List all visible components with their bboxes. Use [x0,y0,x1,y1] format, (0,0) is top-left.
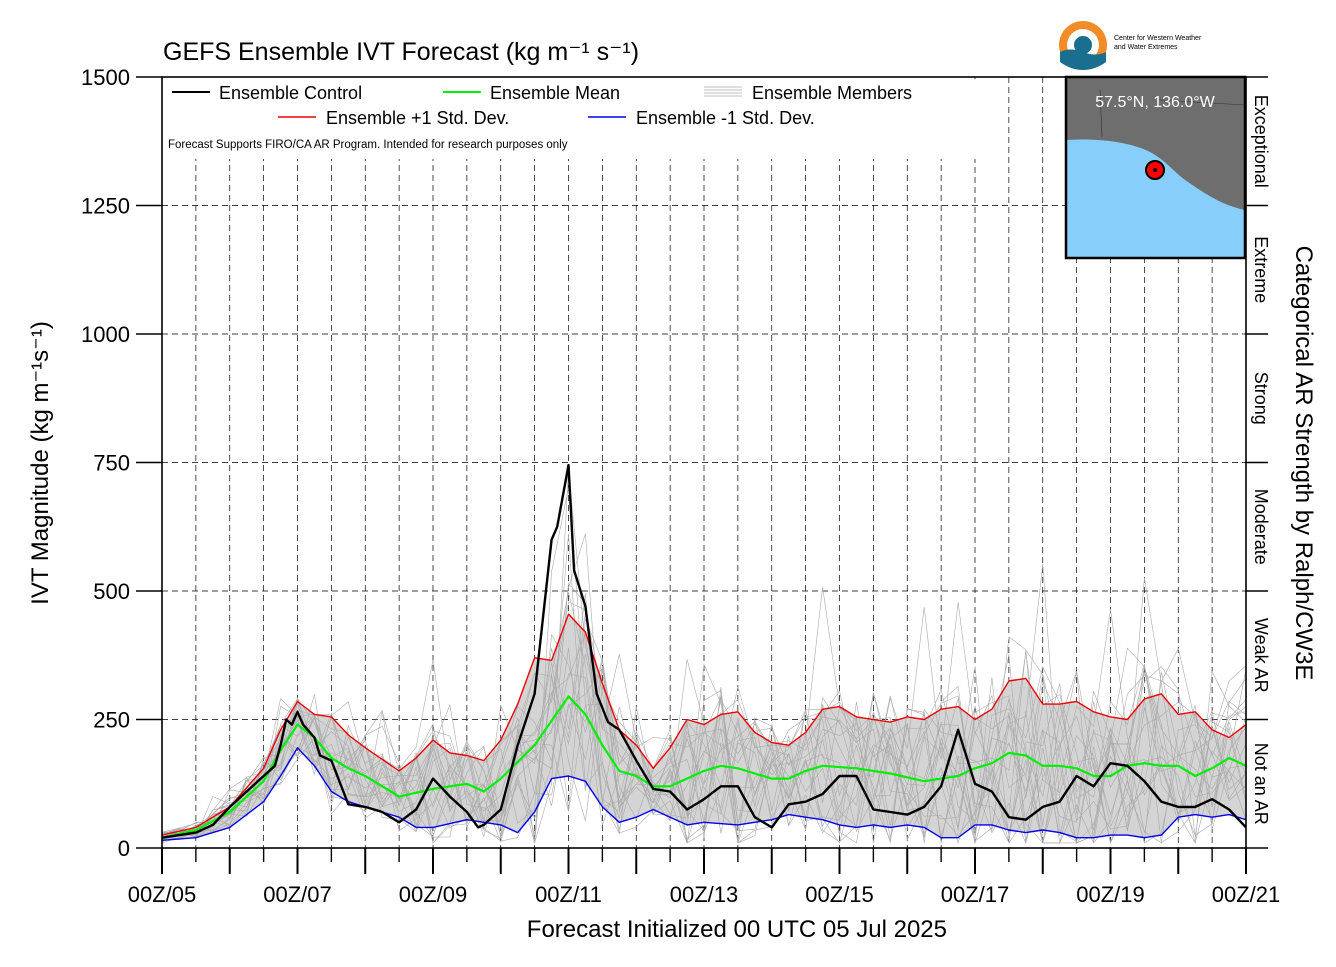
member-line [162,666,1246,839]
legend-label-plus-std: Ensemble +1 Std. Dev. [326,108,509,128]
minus-std-line [162,747,1246,841]
grid-lines [162,77,1246,848]
x-tick-label: 00Z/11 [535,882,602,907]
control-line [162,463,1246,839]
category-label: Exceptional [1251,95,1271,188]
legend-label-control: Ensemble Control [219,83,362,103]
x-tick-label: 00Z/05 [128,882,197,907]
location-marker-dot-icon [1153,168,1157,172]
member-line [162,586,1246,844]
member-line [162,593,1246,844]
x-tick-label: 00Z/13 [670,882,739,907]
plus-std-line [162,613,1246,836]
category-label: Strong [1251,372,1271,425]
logo-drop-icon [1074,36,1092,54]
category-axis: Not an AR Weak AR Moderate Strong Extreme Exc… [1246,76,1271,849]
member-line [162,662,1246,844]
x-axis: 00Z/05 00Z/07 00Z/09 00Z/11 00Z/13 00Z/15 00Z/… [128,848,1281,907]
y-axis-label: IVT Magnitude (kg m⁻¹s⁻¹) [27,321,54,605]
category-label: Not an AR [1251,743,1271,825]
x-tick-label: 00Z/07 [263,882,332,907]
series-lines [162,463,1246,841]
category-label: Moderate [1251,489,1271,565]
legend-label-minus-std: Ensemble -1 Std. Dev. [636,108,815,128]
legend-label-members: Ensemble Members [752,83,912,103]
inset-map-frame [1064,75,1247,260]
logo-water-icon [1060,49,1106,70]
x-tick-label: 00Z/15 [805,882,874,907]
x-tick-label: 00Z/19 [1076,882,1145,907]
logo-text-line2: and Water Extremes [1114,44,1178,51]
member-line [162,659,1246,844]
member-line [162,487,1246,844]
inset-map-ocean [1066,139,1245,258]
y-tick-label: 1000 [81,322,130,347]
member-line [162,633,1246,844]
x-tick-label: 00Z/17 [941,882,1010,907]
x-tick-label: 00Z/09 [399,882,468,907]
chart-title: GEFS Ensemble IVT Forecast (kg m⁻¹ s⁻¹) [163,38,639,66]
category-label: Weak AR [1251,618,1271,693]
x-tick-label: 00Z/21 [1212,882,1281,907]
y-tick-label: 500 [93,579,130,604]
member-line [162,658,1246,844]
legend-swatch-members [704,86,742,97]
y-tick-label: 0 [118,836,130,861]
member-line [162,577,1246,844]
member-line [162,601,1246,844]
y-axis: 0 250 500 750 1000 1250 1500 [81,65,162,861]
inset-map-coordinates: 57.5°N, 136.0°W [1095,94,1215,111]
legend-background [164,79,976,159]
category-axis-label: Categorical AR Strength by Ralph/CW3E [1290,246,1317,681]
inset-map-borders [1099,89,1245,138]
y-tick-label: 1250 [81,194,130,219]
category-label: Extreme [1251,236,1271,303]
research-note: Forecast Supports FIRO/CA AR Program. In… [168,139,568,151]
logo-text-line1: Center for Western Weather [1114,35,1202,42]
y-tick-label: 750 [93,451,130,476]
y-tick-label: 1500 [81,65,130,90]
legend: Ensemble Control Ensemble Mean Ensemble … [164,79,976,159]
inset-map: 57.5°N, 136.0°W [1064,75,1247,260]
x-axis-label: Forecast Initialized 00 UTC 05 Jul 2025 [527,916,947,943]
y-tick-label: 250 [93,708,130,733]
ensemble-member-lines [162,468,1246,845]
legend-label-mean: Ensemble Mean [490,83,620,103]
cw3e-logo: Center for Western Weather and Water Ext… [1059,21,1202,70]
